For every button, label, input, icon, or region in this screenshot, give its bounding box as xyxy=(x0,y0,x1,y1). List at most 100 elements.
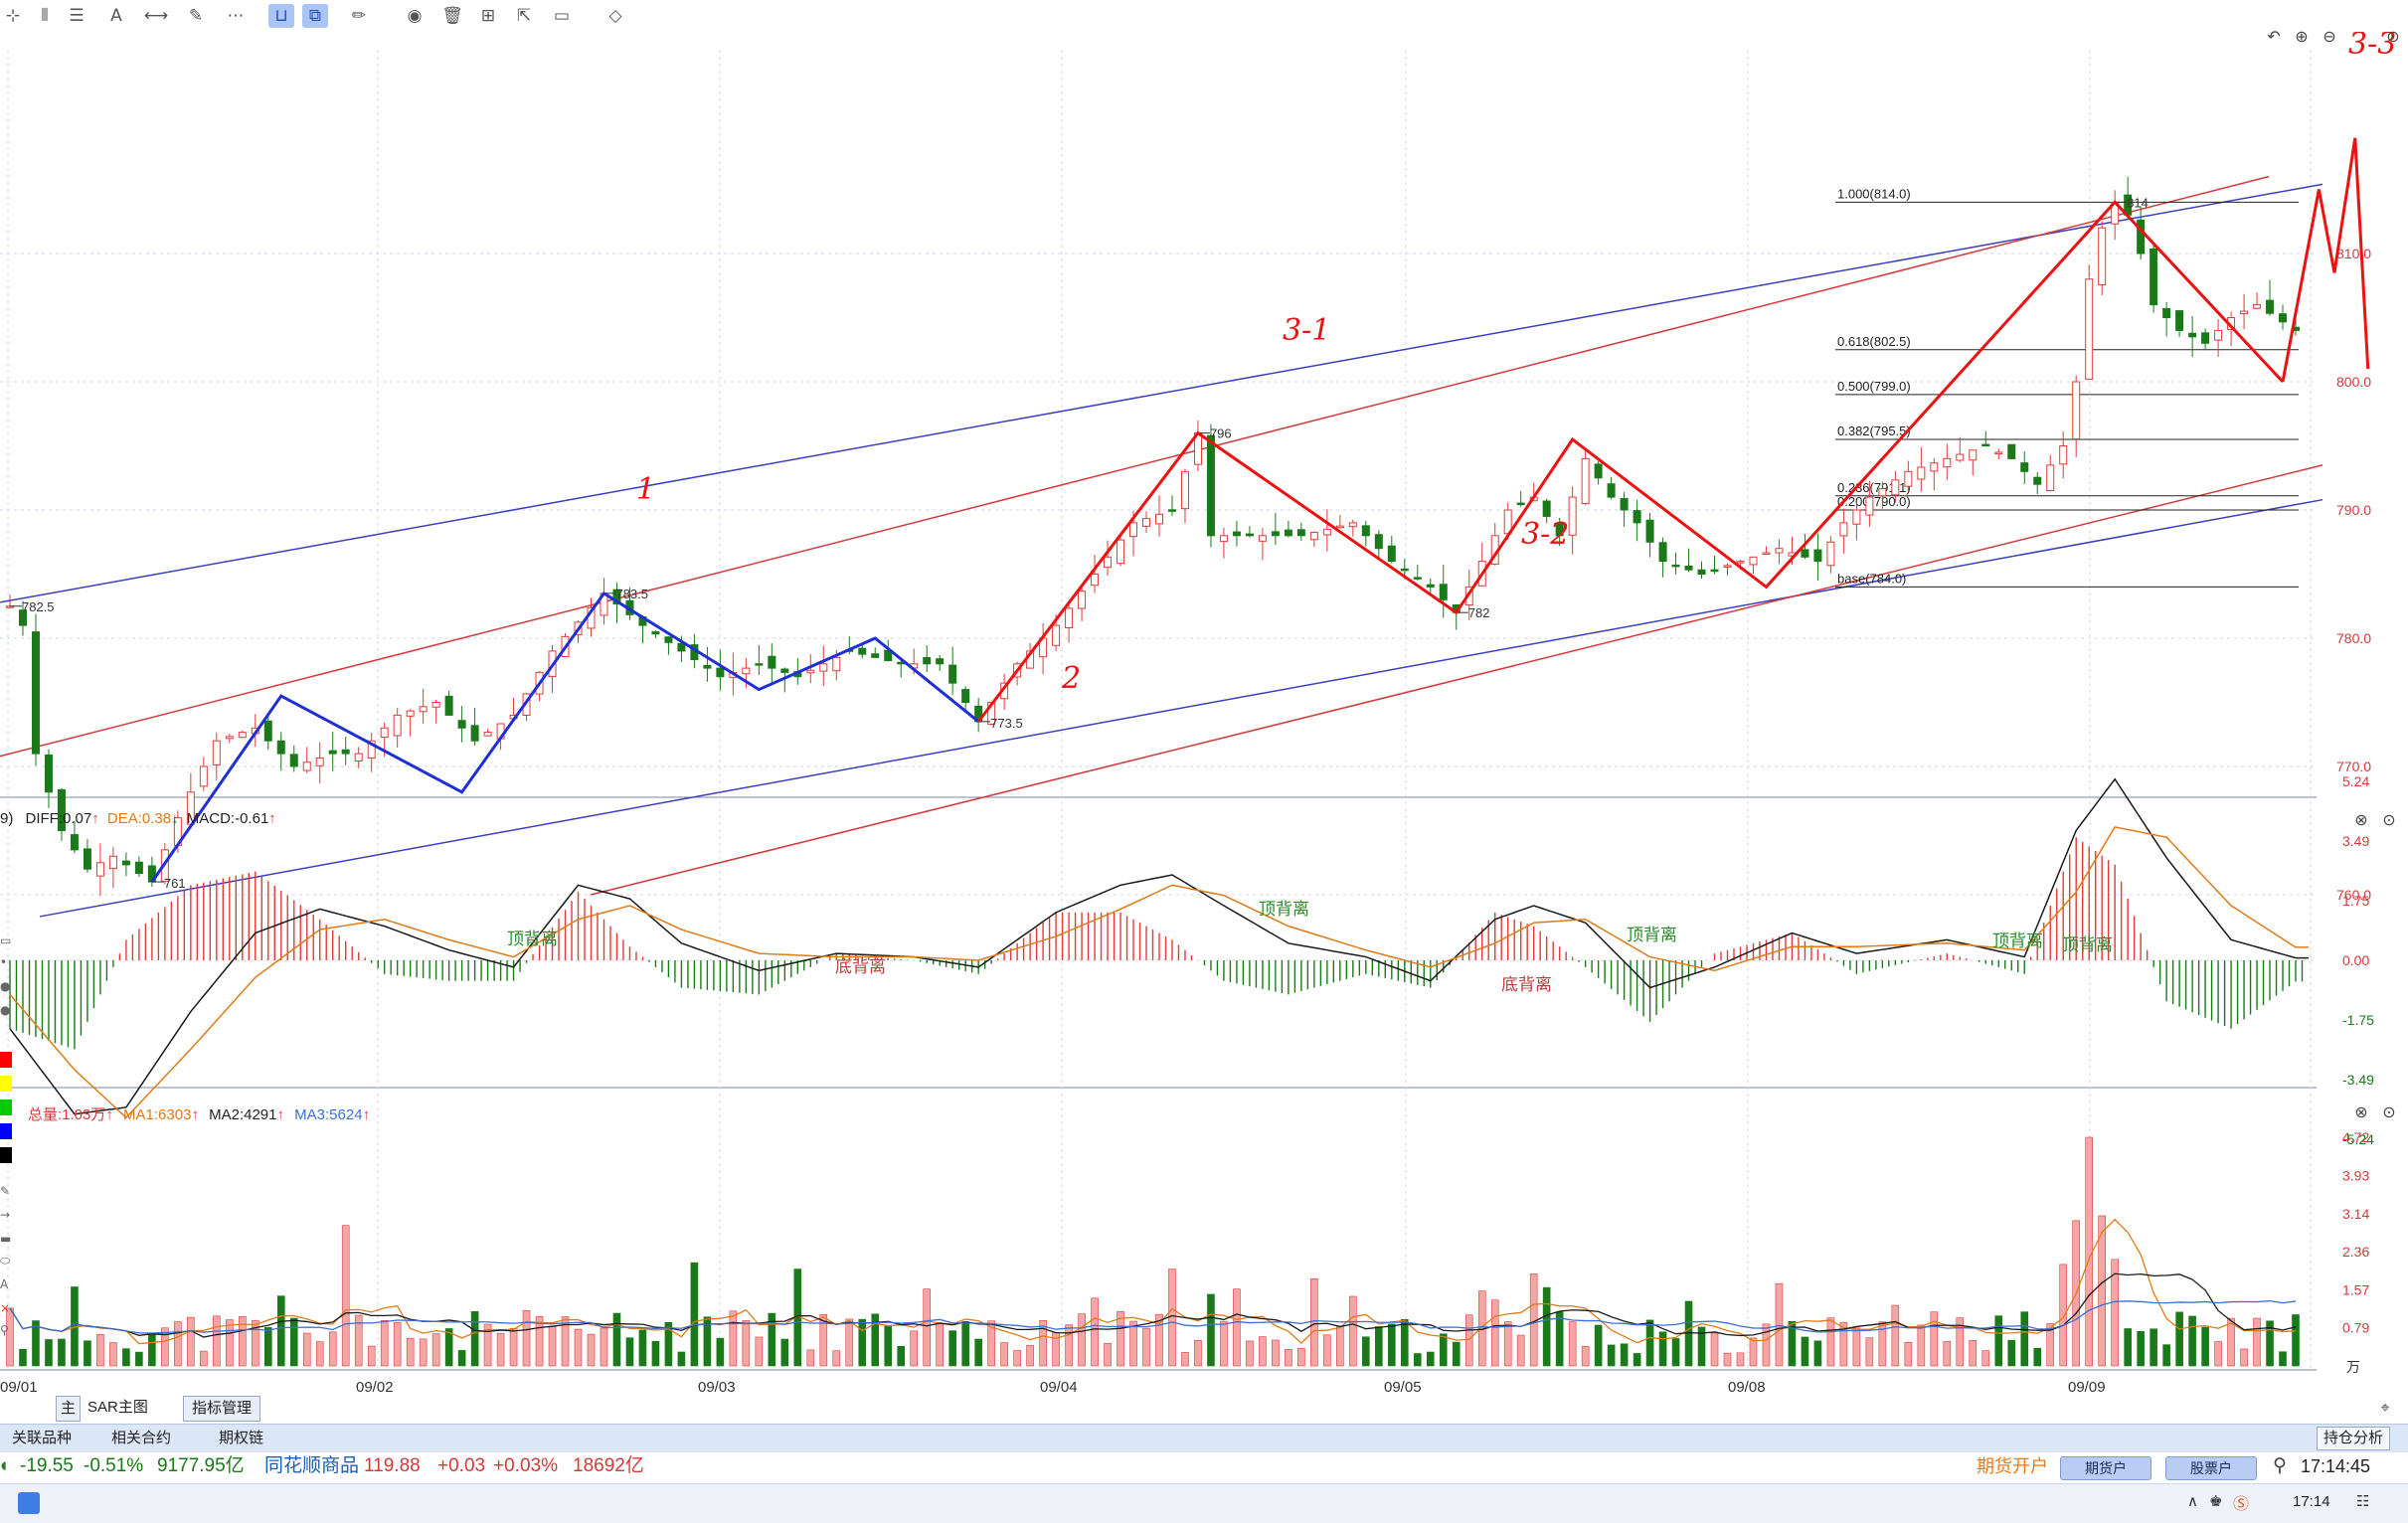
volume-bar xyxy=(2175,1311,2183,1367)
candle-body xyxy=(768,655,776,669)
dot-icon[interactable]: • xyxy=(0,955,8,969)
magnet-icon[interactable]: ⊔ xyxy=(268,4,294,28)
export-icon[interactable]: ⇱ xyxy=(516,6,532,26)
candle-body xyxy=(1335,525,1344,529)
volume-bar xyxy=(457,1350,466,1367)
macd-close-icon[interactable]: ⊗ xyxy=(2354,810,2368,829)
volume-bar xyxy=(213,1315,221,1367)
text-icon[interactable]: A xyxy=(110,6,122,26)
handwritten-annotation: 3-3 xyxy=(2348,32,2396,62)
tab-sar-main[interactable]: SAR主图 xyxy=(87,1399,148,1416)
color-swatch-1[interactable] xyxy=(0,1076,12,1092)
candle-body xyxy=(2137,219,2146,254)
search-icon[interactable]: ⚲ xyxy=(2273,1455,2287,1476)
volume-bar xyxy=(1645,1319,1654,1367)
segment-icon[interactable]: ⟷ xyxy=(143,6,169,26)
settings-icon[interactable]: ⊙ xyxy=(2386,27,2400,46)
macd-tick-label: -1.75 xyxy=(2342,1012,2374,1028)
eye-icon[interactable]: ◉ xyxy=(407,6,423,26)
volume-bar xyxy=(1026,1345,1034,1367)
color-swatch-4[interactable] xyxy=(0,1147,12,1163)
circle-icon-2[interactable]: ● xyxy=(0,1003,11,1017)
volume-close-icon[interactable]: ⊗ xyxy=(2354,1102,2368,1121)
text-tool-icon[interactable]: A xyxy=(0,1277,9,1291)
zoom-out-icon[interactable]: ⊖ xyxy=(2322,27,2336,46)
futures-account-button[interactable]: 期货户 xyxy=(2060,1456,2151,1480)
notification-icon[interactable]: ☷ xyxy=(2356,1492,2370,1510)
volume-bar xyxy=(535,1315,544,1367)
pencil-icon[interactable]: ✏ xyxy=(351,6,367,26)
tray-s-icon[interactable]: Ⓢ xyxy=(2233,1494,2250,1513)
undo-icon[interactable]: ↶ xyxy=(2267,27,2281,46)
volume-bar xyxy=(2137,1330,2145,1367)
location-icon[interactable]: ⌖ xyxy=(2380,1398,2390,1417)
volume-bar xyxy=(1013,1350,1021,1367)
macd-diff-label: DIFF:0.07 xyxy=(25,810,92,827)
volume-bar xyxy=(2240,1348,2248,1367)
cursor-icon[interactable]: ⊹ xyxy=(5,6,21,26)
volume-bar xyxy=(122,1348,130,1367)
eraser-icon[interactable]: ◇ xyxy=(608,6,622,26)
color-swatch-0[interactable] xyxy=(0,1052,12,1068)
tab-options-chain[interactable]: 期权链 xyxy=(219,1430,264,1446)
macd-settings-icon[interactable]: ⊙ xyxy=(2382,810,2396,829)
delete-icon[interactable]: 🗑 xyxy=(441,6,463,26)
tab-main[interactable]: 主 xyxy=(56,1396,82,1422)
volume-bar xyxy=(600,1327,608,1367)
candle-body xyxy=(1645,519,1654,543)
candle-body xyxy=(328,750,337,755)
pen-icon[interactable]: ✎ xyxy=(0,1184,11,1198)
volume-bar xyxy=(548,1325,557,1367)
ticker-name[interactable]: 同花顺商品 xyxy=(264,1455,360,1476)
close-icon[interactable]: × xyxy=(0,1301,11,1315)
macd-legend-prefix: 9) xyxy=(0,810,14,827)
candle-body xyxy=(2020,462,2029,472)
candle-body xyxy=(2150,248,2158,306)
lower-blue-channel xyxy=(39,498,2323,918)
vertical-lines-icon[interactable]: ⦀ xyxy=(41,6,49,26)
candle-body xyxy=(2072,381,2081,440)
more-icon[interactable]: ⋯ xyxy=(227,6,245,26)
volume-bar xyxy=(496,1332,505,1367)
volume-bar xyxy=(1516,1334,1525,1367)
macd-divergence-label: 顶背离 xyxy=(1259,900,1309,919)
copy-drawing-icon[interactable]: ⧉ xyxy=(302,4,328,28)
candle-body xyxy=(1684,566,1693,571)
candle-body xyxy=(871,653,880,658)
app-chart-icon[interactable] xyxy=(18,1492,40,1514)
fib-level-label: 0.618(802.5) xyxy=(1837,334,1911,349)
tray-app-icon[interactable]: ♚ xyxy=(2209,1492,2223,1510)
candle-body xyxy=(1078,591,1087,609)
candle-body xyxy=(393,714,402,737)
candle-body xyxy=(2033,476,2042,485)
holding-analysis-button[interactable]: 持仓分析 xyxy=(2317,1427,2391,1450)
volume-bar xyxy=(406,1337,415,1367)
zoom-icon[interactable]: ⚲ xyxy=(0,1323,9,1337)
color-swatch-2[interactable] xyxy=(0,1100,12,1115)
brush-icon[interactable]: ✎ xyxy=(188,6,204,26)
volume-bar xyxy=(832,1350,841,1367)
stock-account-button[interactable]: 股票户 xyxy=(2165,1456,2257,1480)
color-swatch-3[interactable] xyxy=(0,1123,12,1139)
tray-up-icon[interactable]: ∧ xyxy=(2187,1492,2198,1510)
volume-bar xyxy=(1568,1321,1577,1367)
volume-settings-icon[interactable]: ⊙ xyxy=(2382,1102,2396,1121)
futures-open-link[interactable]: 期货开户 xyxy=(1977,1456,2048,1476)
horizontal-lines-icon[interactable]: ☰ xyxy=(69,6,85,26)
page-icon[interactable]: ▭ xyxy=(0,933,12,947)
volume-bar xyxy=(483,1323,492,1367)
tab-related-contracts[interactable]: 相关合约 xyxy=(111,1430,172,1446)
candle-body xyxy=(431,702,440,708)
comment-icon[interactable]: ▭ xyxy=(553,6,571,26)
arrow-icon[interactable]: → xyxy=(0,1208,11,1222)
tab-related-varieties[interactable]: 关联品种 xyxy=(12,1430,73,1446)
price-extreme-label: 783.5 xyxy=(615,587,648,601)
chart-area[interactable]: 810.0 800.0 790.0 780.0 770.0 760.0 5.24 3.49 1.… xyxy=(0,32,2408,1394)
indicator-manage-button[interactable]: 指标管理 xyxy=(183,1396,261,1422)
layout-icon[interactable]: ⊞ xyxy=(480,6,496,26)
rect-icon[interactable]: ▬ xyxy=(0,1232,12,1246)
zoom-in-icon[interactable]: ⊕ xyxy=(2295,27,2309,46)
circle-icon[interactable]: ● xyxy=(0,979,11,993)
ellipse-icon[interactable]: ⬭ xyxy=(0,1254,11,1268)
volume-bar xyxy=(587,1333,596,1367)
